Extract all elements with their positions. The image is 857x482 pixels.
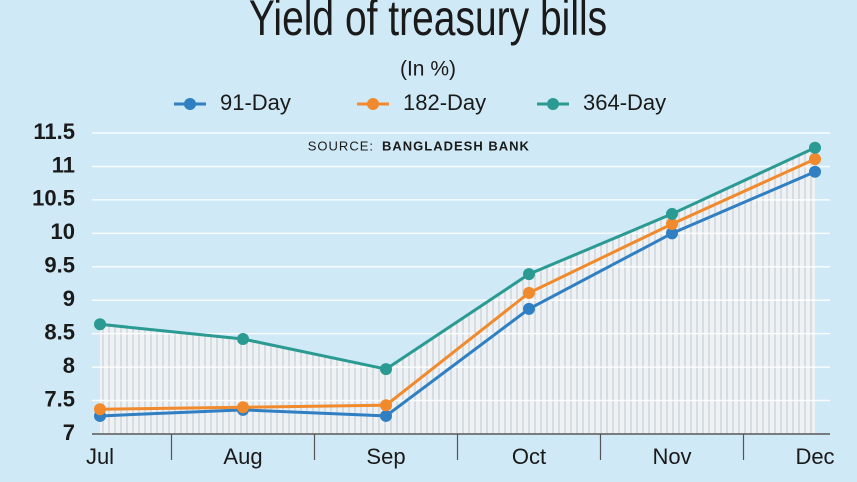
data-point (666, 207, 678, 220)
data-point (809, 153, 821, 166)
y-tick-label: 11.5 (33, 119, 75, 144)
y-tick-label: 7.5 (44, 386, 75, 411)
source: BANGLADESH BANK (382, 138, 530, 153)
x-tick-label: Oct (512, 444, 546, 469)
legend-label: 364-Day (583, 90, 666, 115)
chart-title: Yield of treasury bills (249, 0, 607, 46)
data-point (666, 227, 678, 240)
series-line (99, 146, 816, 371)
x-tick-label: Jul (86, 444, 114, 469)
series-line (99, 170, 816, 418)
y-tick-label: 9 (63, 286, 75, 311)
data-point (237, 401, 249, 414)
data-point (523, 286, 535, 299)
legend-label: 182-Day (403, 90, 486, 115)
legend-marker (184, 98, 196, 110)
series-line (99, 157, 816, 411)
x-tick-label: Nov (652, 444, 691, 469)
area-fill (100, 147, 815, 434)
data-point (94, 318, 106, 331)
data-point (666, 217, 678, 230)
chart-subtitle: (In %) (400, 58, 456, 81)
y-tick-label: 10.5 (32, 186, 75, 211)
data-point (523, 302, 535, 315)
data-point (523, 268, 535, 281)
x-tick-label: Aug (223, 444, 262, 469)
y-tick-label: 8.5 (44, 319, 75, 344)
data-point (380, 399, 392, 412)
data-point (237, 333, 249, 346)
data-point (380, 409, 392, 422)
plot-area: 7 7.5 8 8.5 9 9.5 10 10.5 11 11.5 Jul Aug Sep Oct Nov D… (32, 90, 834, 469)
data-point (809, 165, 821, 178)
legend-marker (367, 98, 379, 110)
data-point (94, 403, 106, 416)
y-tick-label: 9.5 (44, 253, 75, 278)
data-point (380, 363, 392, 376)
source-label: SOURCE: (308, 138, 374, 153)
y-tick-label: 7 (63, 420, 75, 445)
y-tick-label: 8 (63, 353, 75, 378)
legend-marker (547, 98, 559, 110)
x-tick-label: Dec (795, 444, 834, 469)
y-tick-label: 11 (52, 152, 75, 177)
data-point (809, 141, 821, 154)
x-tick-label: Sep (366, 444, 405, 469)
y-tick-label: 10 (51, 219, 75, 244)
legend-label: 91-Day (220, 90, 291, 115)
